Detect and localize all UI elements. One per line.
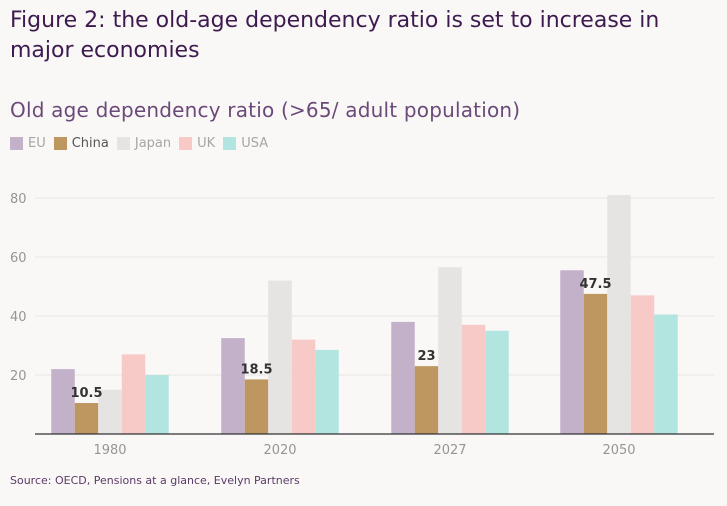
bar-uk-2020 [291, 339, 316, 434]
data-label-china-2020: 18.5 [240, 362, 272, 377]
bar-uk-2050 [630, 295, 655, 434]
data-label-china-2050: 47.5 [579, 277, 611, 292]
bar-japan-2027 [438, 267, 462, 434]
bar-china-2027 [414, 366, 439, 434]
x-tick-label: 1980 [93, 443, 126, 458]
bar-eu-2020 [221, 338, 245, 434]
bar-china-2020 [244, 379, 269, 434]
bar-china-1980 [74, 403, 99, 434]
source-note: Source: OECD, Pensions at a glance, Evel… [10, 474, 300, 487]
data-label-china-1980: 10.5 [70, 386, 102, 401]
bars [51, 195, 678, 434]
legend-label: China [71, 136, 109, 151]
bar-chart: 20 40 60 80 10.5 18.5 23 47.5 1980 2020 2027 2050 [10, 192, 714, 458]
legend-label: USA [241, 136, 269, 151]
legend-swatch [53, 137, 67, 150]
legend-swatch [116, 137, 130, 150]
legend-swatch [179, 137, 193, 150]
legend-item-usa: USA [223, 136, 268, 151]
legend-item-uk: UK [179, 136, 215, 151]
y-tick-label: 60 [10, 251, 27, 266]
bar-china-2050 [583, 293, 608, 434]
legend-item-eu: EU [10, 136, 46, 151]
figure-title: Figure 2: the old-age dependency ratio i… [10, 8, 660, 63]
legend-label: Japan [134, 136, 172, 151]
bar-uk-2027 [461, 324, 486, 434]
legend-item-japan: Japan [116, 136, 172, 151]
bar-usa-1980 [145, 375, 169, 434]
x-tick-label: 2050 [602, 443, 635, 458]
x-tick-label: 2027 [433, 443, 466, 458]
bar-usa-2027 [485, 330, 509, 434]
bar-usa-2020 [315, 349, 339, 434]
data-labels: 10.5 18.5 23 47.5 [70, 277, 611, 401]
chart-title: Old age dependency ratio (>65/ adult pop… [10, 98, 521, 122]
x-tick-label: 2020 [263, 443, 296, 458]
legend-label: UK [197, 136, 216, 151]
bar-eu-2027 [391, 321, 415, 434]
bar-japan-2020 [268, 280, 292, 434]
x-axis-ticks: 1980 2020 2027 2050 [93, 443, 635, 458]
data-label-china-2027: 23 [417, 349, 435, 364]
y-tick-label: 20 [10, 369, 27, 384]
y-axis-ticks: 20 40 60 80 [10, 192, 27, 384]
legend-item-china: China [53, 136, 109, 151]
y-tick-label: 80 [10, 192, 27, 207]
bar-usa-2050 [654, 314, 678, 434]
y-tick-label: 40 [10, 310, 27, 325]
legend-swatch [223, 137, 237, 150]
bar-uk-1980 [121, 354, 146, 434]
bar-eu-1980 [51, 369, 75, 434]
bar-eu-2050 [560, 270, 584, 434]
chart-legend: EU China Japan UK USA [10, 136, 276, 151]
bar-japan-1980 [98, 389, 122, 434]
legend-label: EU [28, 136, 46, 151]
bar-japan-2050 [607, 195, 631, 434]
legend-swatch [10, 137, 23, 150]
